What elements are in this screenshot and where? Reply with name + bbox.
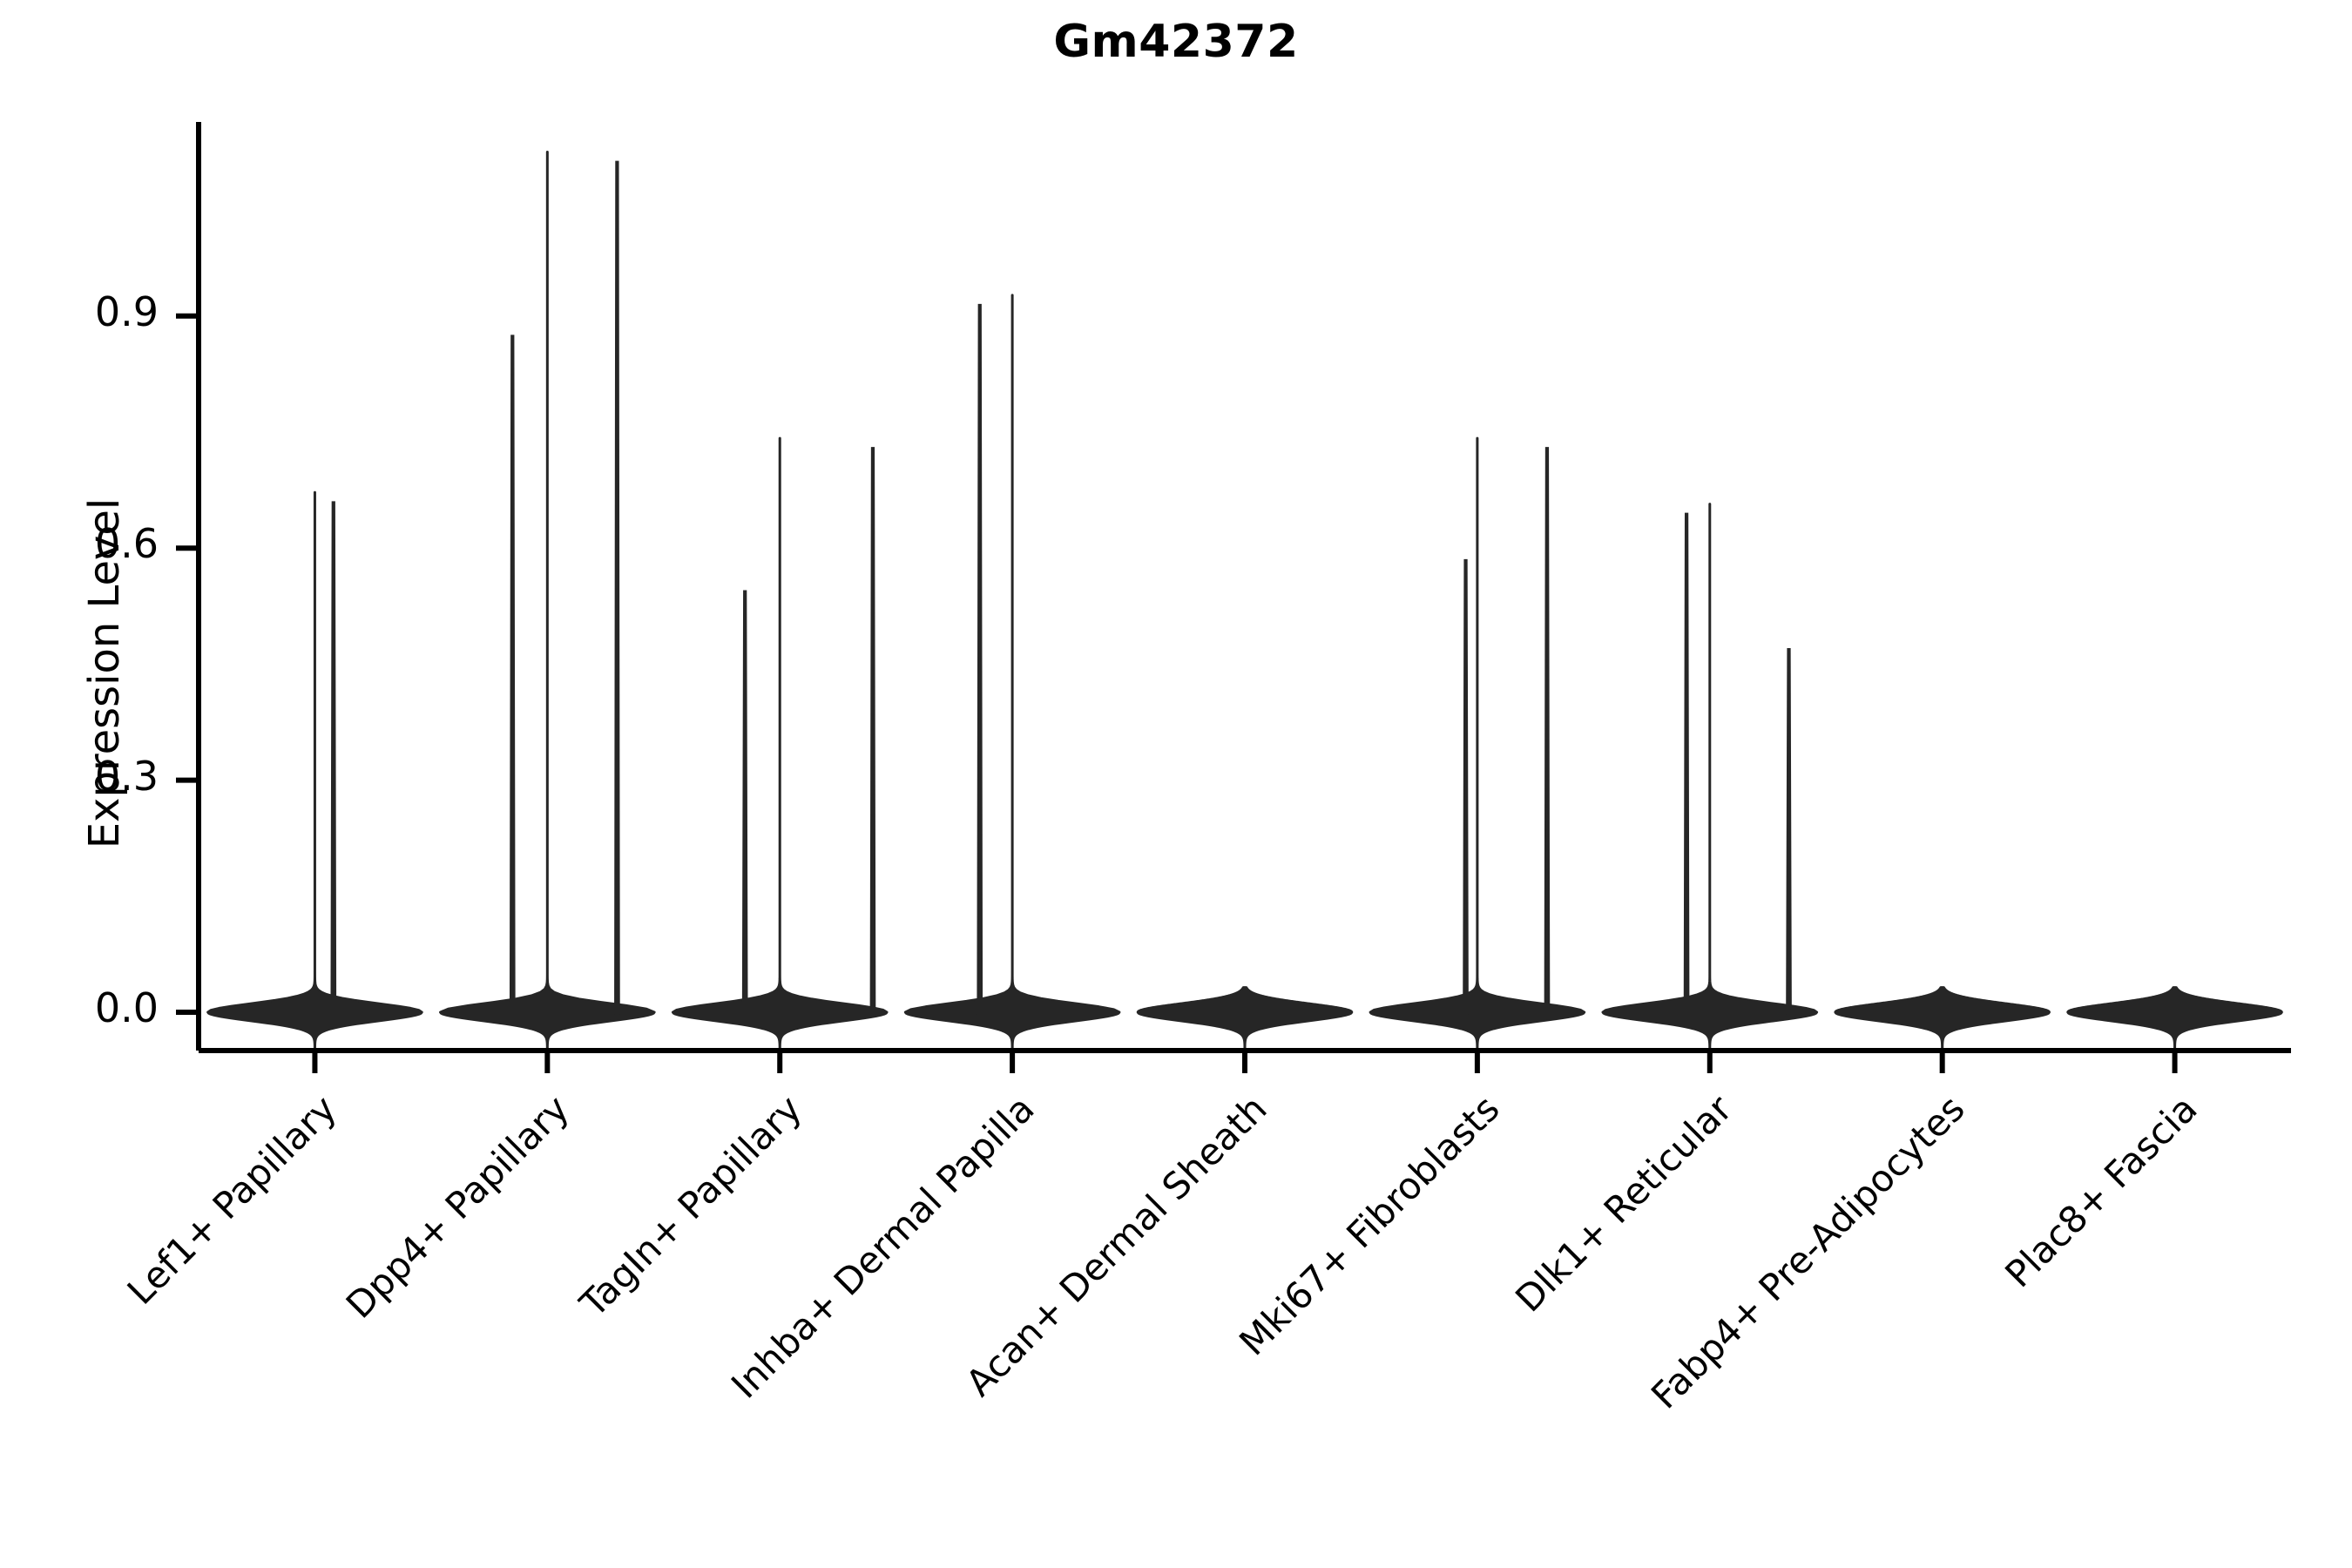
page-title: Gm42372 bbox=[1053, 16, 1299, 68]
y-tick-label: 0.0 bbox=[94, 984, 159, 1031]
axis-ticks bbox=[176, 313, 2178, 1073]
violin-series bbox=[206, 151, 2283, 1052]
y-tick-label: 0.6 bbox=[94, 520, 159, 568]
y-tick-label: 0.9 bbox=[94, 287, 159, 335]
y-tick-label: 0.3 bbox=[94, 752, 159, 800]
